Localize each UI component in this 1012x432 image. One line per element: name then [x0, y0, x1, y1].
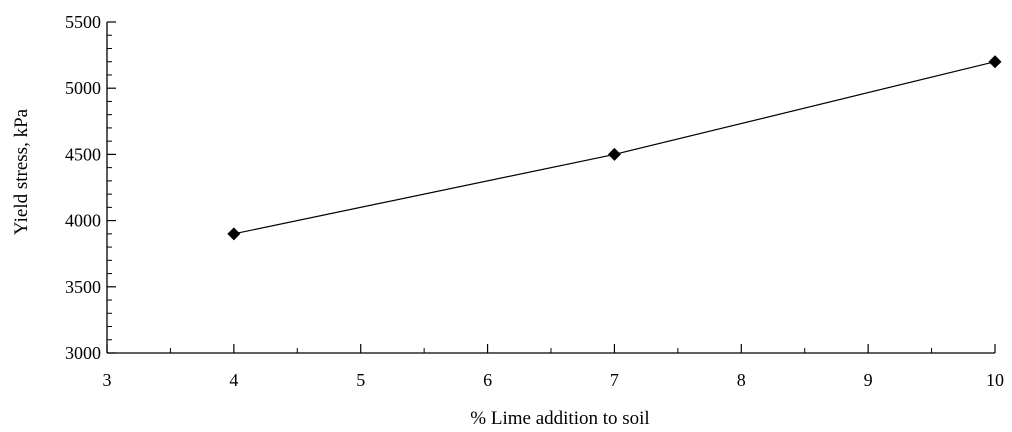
axes [106, 22, 995, 354]
x-tick-label: 10 [986, 370, 1004, 390]
y-tick-label: 3000 [65, 343, 101, 363]
y-tick-label: 3500 [65, 277, 101, 297]
data-point-marker [988, 55, 1002, 69]
x-tick-label: 9 [864, 370, 873, 390]
data-point-marker [607, 147, 621, 161]
x-tick-label: 5 [356, 370, 365, 390]
x-axis-title: % Lime addition to soil [470, 408, 649, 429]
x-tick-label: 8 [737, 370, 746, 390]
series [227, 55, 1002, 241]
y-tick-label: 5000 [65, 78, 101, 98]
series-line [233, 61, 996, 235]
y-tick-label: 4000 [65, 211, 101, 231]
data-point-marker [227, 227, 241, 241]
x-tick-label: 3 [103, 370, 112, 390]
ticks [106, 21, 996, 354]
y-tick-label: 4500 [65, 144, 101, 164]
x-tick-label: 4 [229, 370, 238, 390]
x-tick-label: 6 [483, 370, 492, 390]
tick-labels: 3 4 5 6 7 8 9 10 3000 3500 4000 4500 5000 5500 [65, 12, 1004, 390]
y-tick-label: 5500 [65, 12, 101, 32]
x-tick-label: 7 [610, 370, 619, 390]
y-axis-title: Yield stress, kPa [11, 108, 32, 235]
